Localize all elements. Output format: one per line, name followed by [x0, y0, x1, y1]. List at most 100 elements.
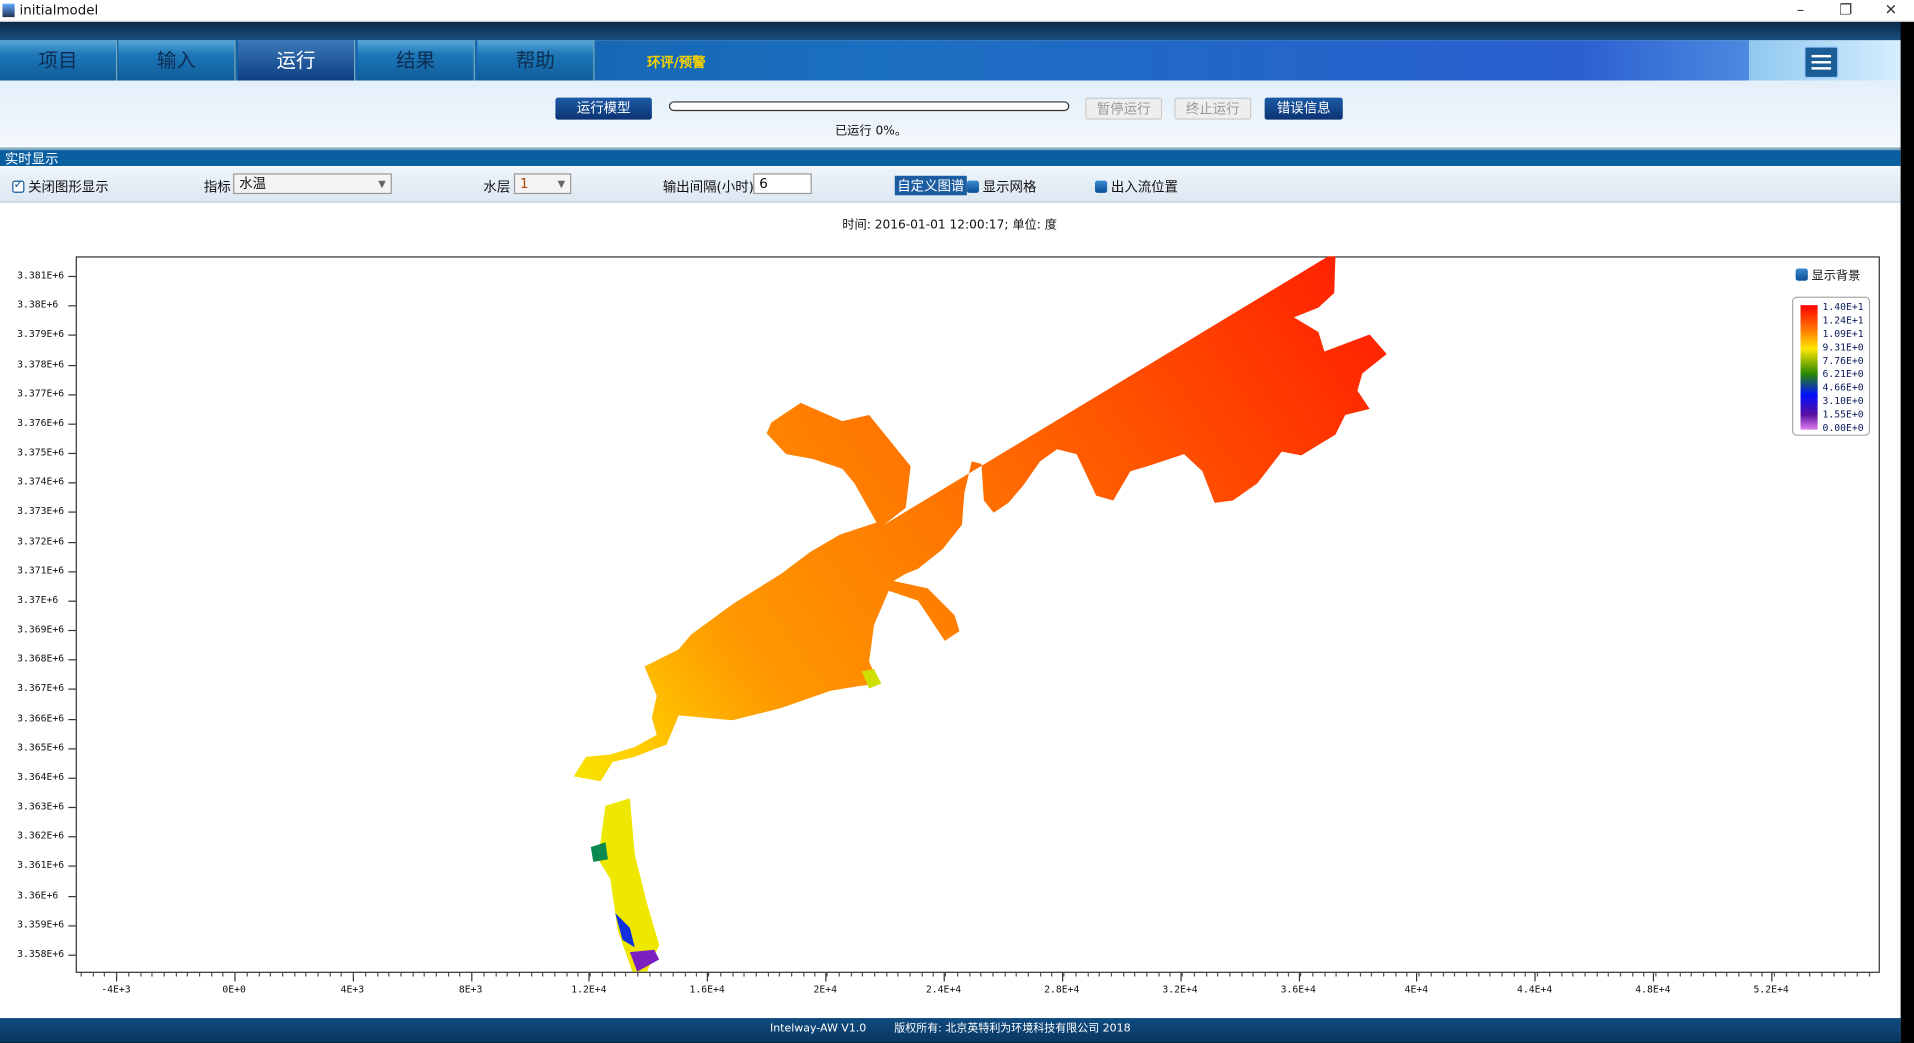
x-minor-tick	[1785, 972, 1787, 977]
x-minor-tick	[873, 972, 876, 977]
y-tick-label: 3.367E+6	[17, 682, 65, 694]
x-minor-tick	[1015, 972, 1018, 977]
x-minor-tick	[1454, 972, 1456, 977]
y-tick-label: 3.376E+6	[17, 417, 65, 429]
tab-run[interactable]: 运行	[238, 40, 356, 81]
tab-project[interactable]: 项目	[0, 40, 118, 81]
x-minor-tick	[779, 972, 781, 977]
checkbox-icon[interactable]	[1094, 180, 1108, 193]
x-tick-label: 3.2E+4	[1162, 983, 1198, 995]
tab-results[interactable]: 结果	[357, 40, 475, 81]
y-tick	[68, 865, 76, 868]
window-edge	[1900, 21, 1914, 1043]
x-tick-label: 2.8E+4	[1044, 983, 1080, 995]
y-tick-label: 3.37E+6	[17, 594, 59, 606]
show-grid-checkbox[interactable]: 显示网格	[966, 177, 1036, 197]
x-minor-tick	[530, 972, 532, 977]
x-minor-tick	[364, 972, 366, 977]
checkbox-icon[interactable]	[1795, 268, 1808, 281]
x-minor-tick	[696, 972, 698, 977]
x-tick	[352, 972, 354, 982]
title-bar: initialmodel – ❐ ✕	[0, 0, 1914, 22]
window-title: initialmodel	[19, 2, 99, 19]
interval-input[interactable]	[753, 173, 812, 195]
pause-button[interactable]: 暂停运行	[1085, 97, 1163, 120]
x-minor-tick	[1596, 972, 1598, 977]
indicator-value: 水温	[239, 175, 267, 192]
layer-select[interactable]: 1 ▼	[513, 173, 572, 195]
y-tick	[68, 806, 76, 809]
y-tick-label: 3.374E+6	[17, 476, 65, 488]
close-graph-checkbox[interactable]: 关闭图形显示	[12, 177, 109, 197]
interval-label: 输出间隔(小时)	[662, 179, 754, 196]
y-tick-label: 3.377E+6	[17, 387, 65, 399]
x-minor-tick	[139, 972, 141, 977]
x-minor-tick	[1027, 972, 1030, 977]
x-minor-tick	[554, 972, 556, 977]
tab-input[interactable]: 输入	[118, 40, 236, 81]
x-tick-label: -4E+3	[101, 983, 131, 995]
legend-label: 7.76E+0	[1822, 355, 1864, 367]
progress-bar	[668, 101, 1070, 112]
minimize-button[interactable]: –	[1796, 1, 1805, 19]
y-tick-label: 3.359E+6	[17, 918, 65, 930]
restore-button[interactable]: ❐	[1839, 1, 1853, 19]
progress-status: 已运行 0%。	[835, 120, 907, 138]
x-minor-tick	[791, 972, 793, 977]
progress-label: 已运行	[834, 124, 872, 138]
y-tick	[68, 482, 76, 484]
x-tick-label: 8E+3	[458, 983, 483, 995]
inflow-label: 出入流位置	[1110, 179, 1178, 196]
x-minor-tick	[1383, 972, 1385, 977]
x-minor-tick	[731, 972, 734, 977]
y-tick	[68, 747, 76, 750]
document-icon[interactable]	[1804, 46, 1839, 79]
y-tick	[68, 511, 76, 514]
progress-value: 0%。	[875, 124, 908, 138]
cold-cells	[629, 949, 660, 972]
x-minor-tick	[1773, 972, 1776, 977]
x-minor-tick	[1655, 972, 1657, 977]
x-minor-tick	[116, 972, 118, 977]
x-minor-tick	[258, 972, 260, 977]
x-tick	[707, 972, 709, 982]
x-minor-tick	[1205, 972, 1207, 977]
y-tick-label: 3.379E+6	[17, 328, 65, 340]
x-minor-tick	[198, 972, 201, 977]
x-minor-tick	[1667, 972, 1669, 977]
x-tick	[1179, 972, 1182, 982]
x-minor-tick	[684, 972, 686, 977]
x-minor-tick	[921, 972, 923, 977]
x-minor-tick	[423, 972, 426, 977]
x-minor-tick	[1300, 972, 1302, 977]
custom-map-button[interactable]: 自定义图谱	[894, 175, 967, 196]
y-tick-label: 3.364E+6	[17, 771, 65, 783]
tab-help[interactable]: 帮助	[477, 40, 595, 81]
alert-link[interactable]: 环评/预警	[646, 54, 706, 71]
inflow-position-checkbox[interactable]: 出入流位置	[1094, 177, 1178, 197]
x-minor-tick	[1832, 972, 1835, 977]
version-label: Intelway-AW V1.0	[769, 1022, 867, 1036]
show-background-checkbox[interactable]: 显示背景	[1795, 265, 1860, 283]
error-info-button[interactable]: 错误信息	[1264, 97, 1343, 120]
y-tick	[68, 659, 76, 661]
x-minor-tick	[270, 972, 272, 977]
checkbox-icon[interactable]	[12, 178, 25, 193]
x-tick	[588, 972, 591, 982]
x-minor-tick	[1418, 972, 1420, 977]
close-button[interactable]: ✕	[1884, 1, 1898, 19]
y-tick	[68, 275, 76, 278]
x-minor-tick	[589, 972, 591, 977]
x-minor-tick	[352, 972, 355, 977]
x-minor-tick	[637, 972, 639, 977]
x-minor-tick	[909, 972, 911, 977]
map-plot-area[interactable]	[75, 256, 1880, 973]
y-tick	[68, 570, 76, 573]
indicator-select[interactable]: 水温 ▼	[233, 173, 392, 195]
x-minor-tick	[933, 972, 935, 977]
x-minor-tick	[341, 972, 343, 977]
checkbox-icon[interactable]	[966, 180, 980, 193]
x-minor-tick	[376, 972, 378, 977]
run-model-button[interactable]: 运行模型	[555, 97, 652, 120]
stop-button[interactable]: 终止运行	[1174, 97, 1252, 120]
